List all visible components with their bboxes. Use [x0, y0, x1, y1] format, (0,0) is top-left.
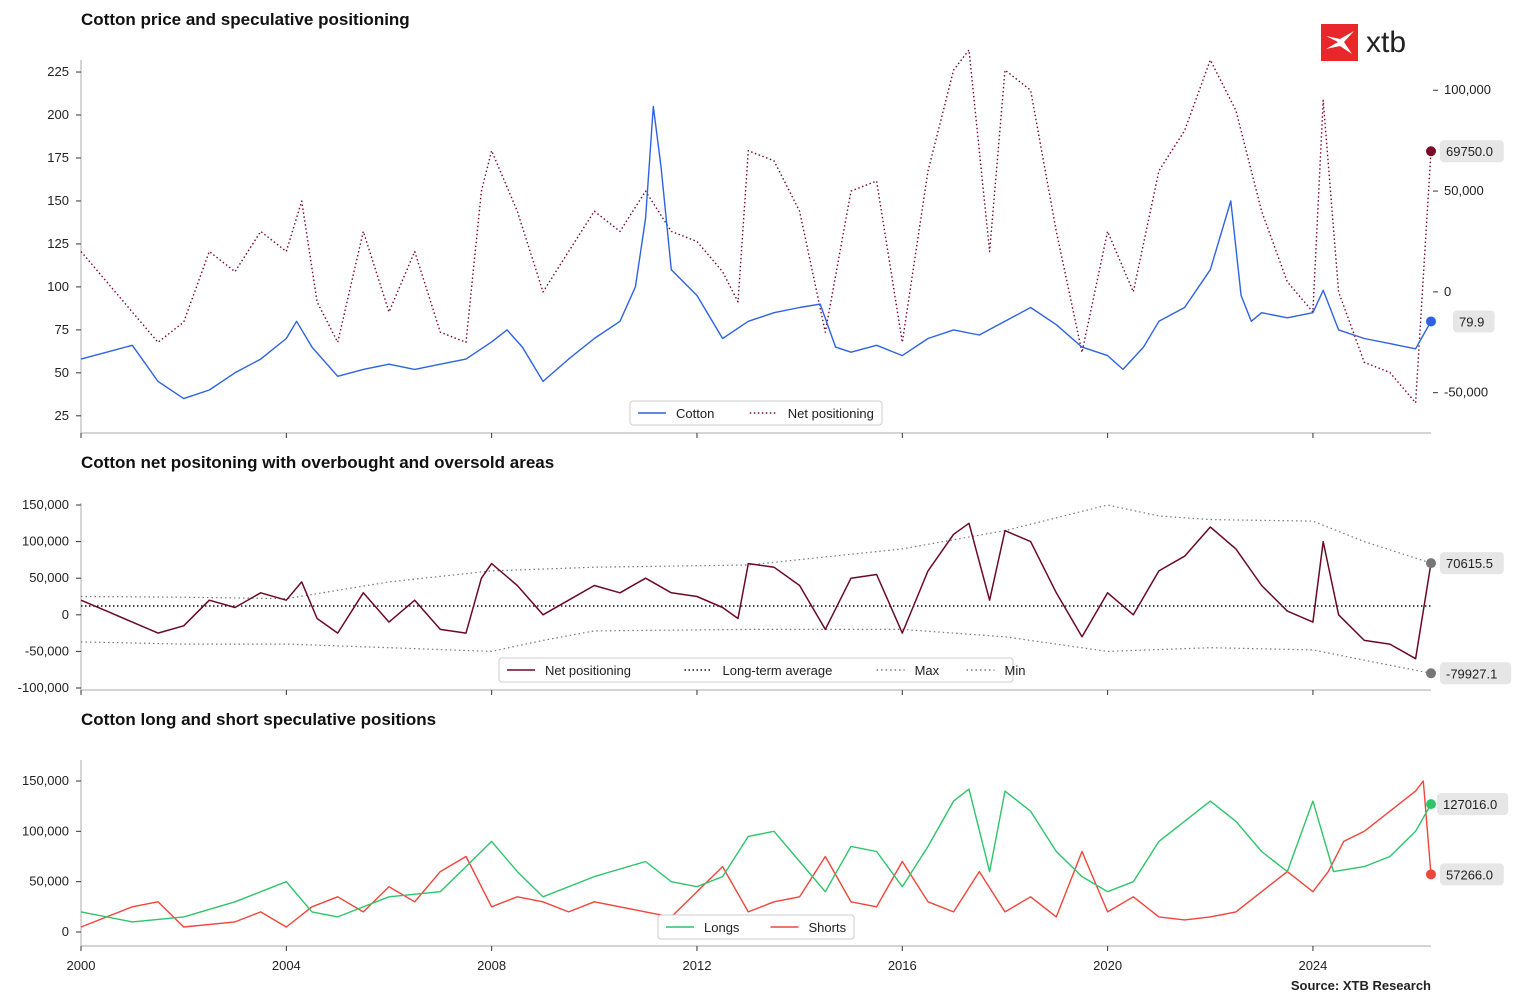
net-end-marker — [1426, 146, 1436, 157]
ls-y-tick-label: 50,000 — [29, 874, 69, 889]
net-y-tick-label: 50,000 — [29, 570, 69, 585]
x-tick-label: 2016 — [888, 958, 917, 973]
price-y-tick-label: 225 — [47, 64, 69, 79]
max-end-marker — [1426, 558, 1436, 569]
legend-label: Shorts — [809, 920, 847, 935]
longs-badge — [1437, 793, 1509, 816]
price-y-tick-label: 125 — [47, 236, 69, 251]
shorts-badge — [1440, 863, 1504, 886]
x-tick-label: 2000 — [67, 958, 96, 973]
min-badge — [1440, 662, 1512, 685]
price-y2-tick-label: 100,000 — [1444, 82, 1491, 97]
source-note: Source: XTB Research — [1291, 978, 1431, 993]
legend-label: Max — [915, 663, 940, 678]
cotton-badge — [1453, 310, 1495, 333]
net-badge — [1440, 140, 1504, 163]
min-line — [80, 628, 1432, 674]
chart-title-price: Cotton price and speculative positioning — [81, 10, 410, 29]
max-line — [80, 504, 1432, 600]
chart-title-longshort: Cotton long and short speculative positi… — [81, 710, 436, 729]
price-y2-tick-label: -50,000 — [1444, 385, 1488, 400]
legend-box — [629, 400, 883, 426]
longs-end-marker — [1426, 799, 1436, 810]
min-label: -79927.1 — [1446, 666, 1497, 681]
net-y-tick-label: 100,000 — [22, 534, 69, 549]
cotton-label: 79.9 — [1459, 314, 1484, 329]
max-label: 70615.5 — [1446, 556, 1493, 571]
price-y-tick-label: 100 — [47, 279, 69, 294]
price-y-tick-label: 175 — [47, 150, 69, 165]
price-y-tick-label: 75 — [55, 322, 69, 337]
ls-y-tick-label: 0 — [62, 924, 69, 939]
net-positioning-line — [80, 522, 1432, 660]
price-y-tick-label: 50 — [55, 365, 69, 380]
min-end-marker — [1426, 668, 1436, 679]
x-tick-label: 2024 — [1298, 958, 1327, 973]
logo-text: xtb — [1366, 26, 1406, 59]
net-y-tick-label: -50,000 — [25, 643, 69, 658]
longs-line — [80, 788, 1432, 923]
x-tick-label: 2012 — [683, 958, 712, 973]
x-tick-label: 2020 — [1093, 958, 1122, 973]
net-label: 69750.0 — [1446, 144, 1493, 159]
legend-label: Longs — [704, 920, 740, 935]
ls-y-tick-label: 100,000 — [22, 823, 69, 838]
chart-title-net: Cotton net positoning with overbought an… — [81, 453, 554, 472]
longs-label: 127016.0 — [1443, 797, 1497, 812]
xtb-logo: xtb — [1321, 24, 1406, 61]
legend-label: Long-term average — [723, 663, 833, 678]
shorts-line — [80, 780, 1432, 928]
shorts-label: 57266.0 — [1446, 867, 1493, 882]
ls-y-tick-label: 150,000 — [22, 773, 69, 788]
net-y-tick-label: 0 — [62, 607, 69, 622]
legend-box — [498, 657, 1014, 683]
price-y2-tick-label: 50,000 — [1444, 183, 1484, 198]
legend-label: Net positioning — [788, 406, 874, 421]
price-y2-tick-label: 0 — [1444, 284, 1451, 299]
max-badge — [1440, 552, 1504, 575]
legend-label: Cotton — [676, 406, 714, 421]
legend-label: Net positioning — [545, 663, 631, 678]
price-y-tick-label: 200 — [47, 107, 69, 122]
shorts-end-marker — [1426, 869, 1436, 880]
legend-label: Min — [1005, 663, 1026, 678]
x-tick-label: 2004 — [272, 958, 301, 973]
net-y-tick-label: -100,000 — [18, 680, 69, 695]
legend-box — [657, 914, 855, 940]
net-positioning-line — [80, 49, 1432, 404]
logo-x-icon — [1326, 31, 1354, 54]
x-tick-label: 2008 — [477, 958, 506, 973]
price-y-tick-label: 150 — [47, 193, 69, 208]
cotton-price-line — [80, 105, 1432, 400]
net-y-tick-label: 150,000 — [22, 497, 69, 512]
cotton-end-marker — [1426, 316, 1436, 327]
price-y-tick-label: 25 — [55, 408, 69, 423]
